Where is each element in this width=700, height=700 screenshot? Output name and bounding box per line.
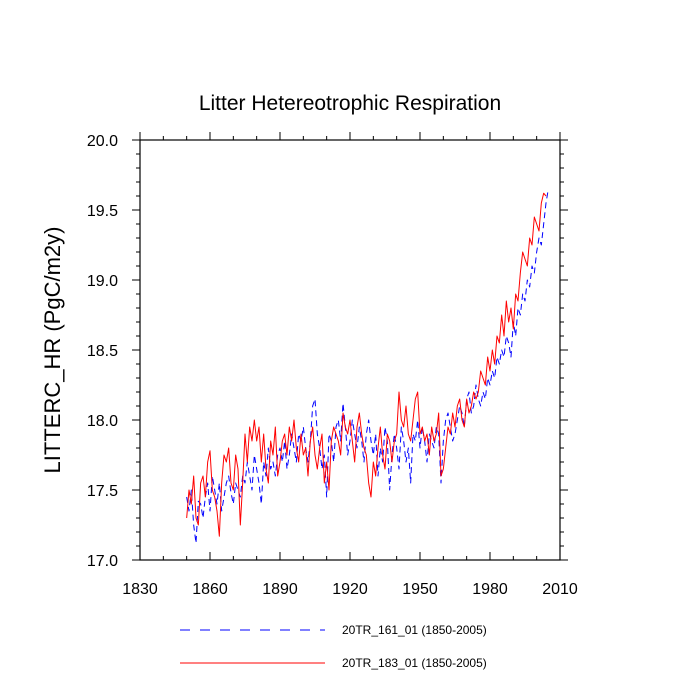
x-tick-label: 2010 — [542, 581, 578, 598]
series-line-2 — [186, 192, 547, 537]
y-axis-label: LITTERC_HR (PgC/m2y) — [40, 227, 65, 474]
legend-label-1: 20TR_161_01 (1850-2005) — [342, 623, 487, 637]
y-tick-label: 19.5 — [87, 203, 118, 220]
plot-lines — [186, 188, 549, 544]
x-tick-label: 1830 — [122, 581, 158, 598]
x-tick-label: 1980 — [472, 581, 508, 598]
y-tick-label: 17.5 — [87, 483, 118, 500]
legend-label-2: 20TR_183_01 (1850-2005) — [342, 656, 487, 670]
x-tick-label: 1890 — [262, 581, 298, 598]
x-tick-label: 1920 — [332, 581, 368, 598]
plot-frame — [139, 139, 561, 561]
chart-title: Litter Hetereotrophic Respiration — [199, 92, 501, 115]
y-tick-label: 18.0 — [87, 413, 118, 430]
axes: 1830 1860 1890 1920 1950 1980 2010 17.0 17.5 18.0… — [87, 132, 578, 598]
x-tick-label: 1860 — [192, 581, 228, 598]
series-line-1 — [186, 188, 549, 544]
y-tick-label: 20.0 — [87, 133, 118, 150]
legend: 20TR_161_01 (1850-2005) 20TR_183_01 (1850… — [180, 623, 487, 670]
y-tick-label: 19.0 — [87, 273, 118, 290]
y-tick-label: 18.5 — [87, 343, 118, 360]
y-tick-label: 17.0 — [87, 553, 118, 570]
x-tick-label: 1950 — [402, 581, 438, 598]
